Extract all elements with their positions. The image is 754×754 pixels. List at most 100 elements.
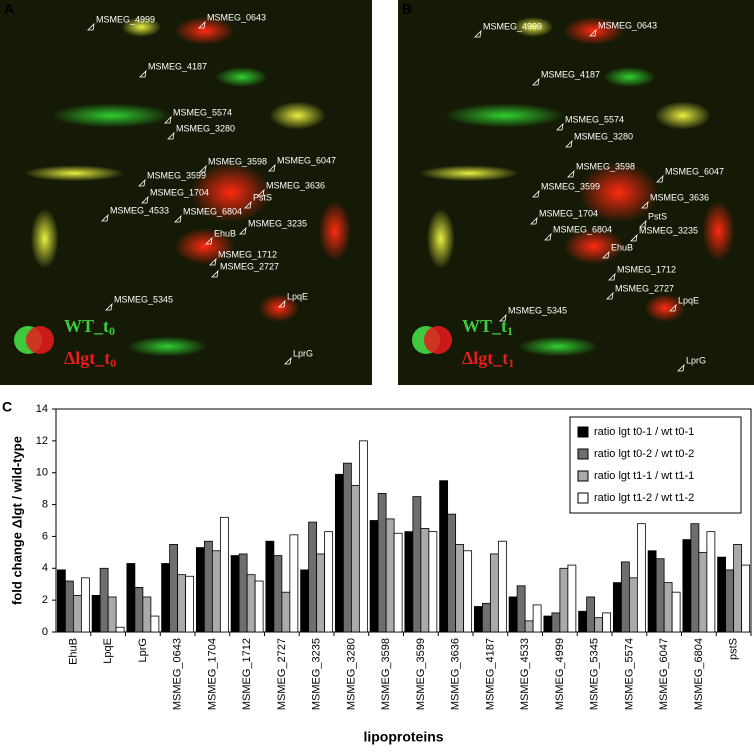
bar: [203, 540, 213, 633]
spot-label: MSMEG_1704: [150, 187, 209, 197]
spot-label: LpqE: [678, 295, 699, 305]
x-tick-label: MSMEG_6047: [658, 638, 670, 710]
bar: [72, 594, 82, 633]
bar: [350, 485, 360, 633]
gel-spot: [444, 103, 565, 128]
spot-arrow: [141, 195, 149, 204]
spot-arrow: [656, 174, 664, 183]
spot-arrow: [164, 115, 172, 124]
bar: [439, 480, 449, 633]
x-tick-label: MSMEG_4533: [519, 638, 531, 710]
spot-arrow: [278, 299, 286, 308]
y-tick-label: 10: [36, 467, 48, 479]
x-tick-label: MSMEG_3280: [345, 638, 357, 710]
legend-label: ratio lgt t0-1 / wt t0-1: [594, 426, 694, 438]
spot-arrow: [174, 214, 182, 223]
spot-label: MSMEG_0643: [207, 12, 266, 22]
spot-label: MSMEG_2727: [220, 261, 279, 271]
bar: [455, 543, 465, 633]
bar: [725, 569, 735, 633]
bar: [717, 556, 727, 633]
spot-label: MSMEG_3599: [147, 170, 206, 180]
gel-spot: [654, 101, 711, 130]
x-tick-label: MSMEG_5574: [623, 638, 635, 710]
wt-sub: 0: [109, 324, 115, 338]
legend-red: [26, 326, 54, 354]
spot-arrow: [630, 233, 638, 242]
x-tick-label: MSMEG_4999: [554, 638, 566, 710]
spot-label: MSMEG_6047: [277, 155, 336, 165]
spot-label: MSMEG_0643: [598, 20, 657, 30]
spot-label: MSMEG_3235: [639, 225, 698, 235]
gel-spot: [30, 208, 59, 269]
bar: [447, 513, 457, 633]
bar: [185, 575, 195, 633]
bar: [324, 531, 334, 633]
spot-label: MSMEG_3598: [576, 161, 635, 171]
spot-arrow: [530, 216, 538, 225]
spot-label: LpqE: [287, 291, 308, 301]
gel-spot: [318, 201, 351, 261]
y-tick-label: 8: [42, 498, 48, 510]
bar: [56, 569, 66, 633]
spot-label: EhuB: [214, 228, 236, 238]
x-tick-label: MSMEG_6804: [693, 638, 705, 710]
spot-arrow: [105, 302, 113, 311]
spot-arrow: [639, 219, 647, 228]
spot-label: LprG: [293, 348, 313, 358]
spot-label: MSMEG_3636: [650, 192, 709, 202]
spot-label: MSMEG_3280: [176, 123, 235, 133]
x-axis-title: lipoproteins: [363, 729, 443, 745]
y-tick-label: 2: [42, 594, 48, 606]
bar: [682, 539, 692, 633]
spot-label: MSMEG_5345: [114, 294, 173, 304]
bar: [150, 615, 160, 633]
legend-box: [569, 416, 742, 514]
bar: [602, 612, 612, 633]
bar: [516, 585, 526, 633]
bar: [211, 550, 221, 633]
x-tick-label: pstS: [728, 638, 740, 660]
spot-arrow: [205, 236, 213, 245]
bar: [489, 553, 499, 633]
bar: [412, 496, 422, 633]
spot-arrow: [101, 213, 109, 222]
bar: [289, 534, 299, 633]
spot-label: MSMEG_1704: [539, 208, 598, 218]
bar: [524, 620, 534, 633]
bar: [273, 555, 283, 633]
bar: [115, 626, 125, 633]
bar: [551, 612, 561, 633]
gel-spot: [215, 67, 268, 87]
spot-label: MSMEG_1712: [617, 264, 676, 274]
x-tick-label: MSMEG_0643: [172, 638, 184, 710]
spot-arrow: [209, 257, 217, 266]
spot-label: MSMEG_6804: [183, 206, 242, 216]
spot-arrow: [474, 29, 482, 38]
bar: [265, 540, 275, 633]
spot-label: MSMEG_5574: [173, 107, 232, 117]
bar: [342, 462, 352, 633]
spot-label: MSMEG_3280: [574, 131, 633, 141]
spot-arrow: [589, 28, 597, 37]
legend-label: ratio lgt t1-2 / wt t1-2: [594, 492, 694, 504]
bar: [300, 569, 310, 633]
bar: [655, 558, 665, 633]
bar: [420, 528, 430, 633]
bar: [238, 553, 248, 633]
spot-arrow: [499, 313, 507, 322]
spot-arrow: [641, 200, 649, 209]
x-tick-label: MSMEG_5345: [589, 638, 601, 710]
spot-label: MSMEG_2727: [615, 283, 674, 293]
spot-label: MSMEG_4533: [110, 205, 169, 215]
gel-spot: [513, 16, 554, 37]
spot-label: MSMEG_3636: [266, 180, 325, 190]
spot-arrow: [669, 303, 677, 312]
spot-label: MSMEG_1712: [218, 249, 277, 259]
gel-spot: [645, 294, 685, 322]
bar: [612, 582, 622, 633]
legend-swatch: [577, 470, 589, 482]
gel-spot: [174, 16, 235, 45]
wt-text: WT_t: [64, 316, 109, 336]
